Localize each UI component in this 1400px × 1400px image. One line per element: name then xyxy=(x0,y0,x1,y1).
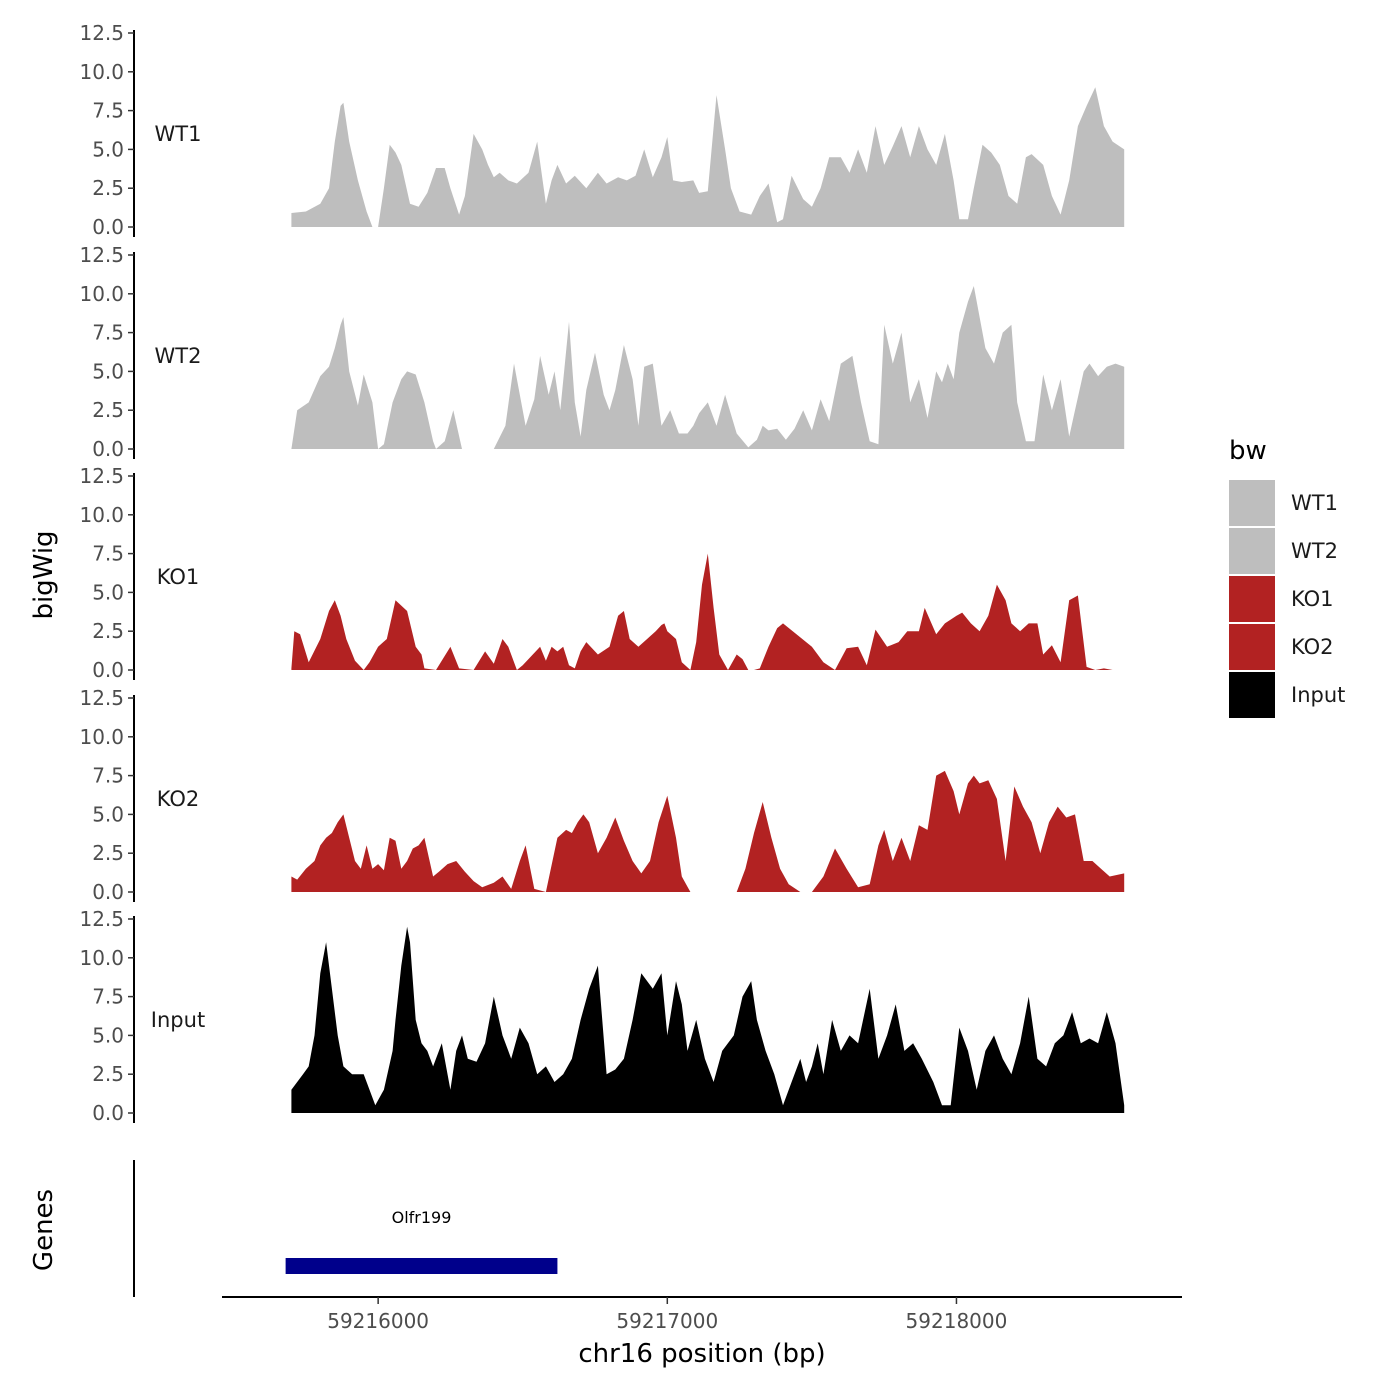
gene-bar xyxy=(285,1258,558,1274)
y-tick-label: 2.5 xyxy=(92,1062,124,1086)
x-axis: 59216000 59217000 59218000 chr16 position … xyxy=(222,1296,1182,1369)
y-tick-label: 0.0 xyxy=(92,1101,124,1125)
legend-label: KO1 xyxy=(1291,587,1334,611)
legend-title: bw xyxy=(1229,436,1267,466)
y-tick-label: 0.0 xyxy=(92,658,124,682)
legend-item-wt2: WT2 xyxy=(1229,528,1338,574)
legend-swatch xyxy=(1229,576,1275,622)
y-tick-label: 0.0 xyxy=(92,215,124,239)
area-ko2 xyxy=(291,770,1125,892)
y-tick-label: 7.5 xyxy=(92,985,124,1009)
legend-item-ko2: KO2 xyxy=(1229,624,1334,670)
y-tick-label: 10.0 xyxy=(79,946,124,970)
x-tick-label: 59217000 xyxy=(616,1309,718,1333)
y-tick-label: 12.5 xyxy=(79,21,124,45)
track-wt2: 0.0 2.5 5.0 7.5 10.0 12.5 WT2 xyxy=(79,243,1125,461)
track-label-wt2: WT2 xyxy=(155,344,202,368)
gene-track: Genes Olfr199 xyxy=(29,1160,558,1297)
track-label-wt1: WT1 xyxy=(155,122,202,146)
track-wt1: 0.0 2.5 5.0 7.5 10.0 12.5 WT1 xyxy=(79,21,1125,239)
legend-item-input: Input xyxy=(1229,672,1345,718)
y-tick-label: 7.5 xyxy=(92,542,124,566)
y-tick-label: 7.5 xyxy=(92,764,124,788)
legend-label: KO2 xyxy=(1291,635,1334,659)
y-tick-label: 5.0 xyxy=(92,1023,124,1047)
area-wt2 xyxy=(291,286,1125,449)
track-input: 0.0 2.5 5.0 7.5 10.0 12.5 Input xyxy=(79,907,1125,1125)
y-tick-label: 12.5 xyxy=(79,907,124,931)
legend-label: WT2 xyxy=(1291,539,1338,563)
x-ticks: 59216000 59217000 59218000 xyxy=(327,1297,1007,1333)
legend-swatch xyxy=(1229,672,1275,718)
y-tick-label: 5.0 xyxy=(92,802,124,826)
x-axis-title: chr16 position (bp) xyxy=(578,1339,825,1369)
y-tick-label: 10.0 xyxy=(79,282,124,306)
x-tick-label: 59216000 xyxy=(327,1309,429,1333)
track-ko2: 0.0 2.5 5.0 7.5 10.0 12.5 KO2 xyxy=(79,686,1125,904)
y-tick-label: 2.5 xyxy=(92,176,124,200)
area-ko1 xyxy=(291,553,1125,670)
bigwig-tracks: 0.0 2.5 5.0 7.5 10.0 12.5 WT1 0.0 2.5 5.0 7.5 10.0 1… xyxy=(79,21,1125,1125)
y-tick-label: 10.0 xyxy=(79,60,124,84)
legend-swatch xyxy=(1229,528,1275,574)
y-tick-label: 2.5 xyxy=(92,619,124,643)
y-tick-label: 10.0 xyxy=(79,725,124,749)
y-tick-label: 7.5 xyxy=(92,99,124,123)
gene-label: Olfr199 xyxy=(392,1208,452,1227)
track-label-ko2: KO2 xyxy=(157,787,200,811)
legend: bw WT1 WT2 KO1 KO2 Input xyxy=(1229,436,1345,718)
y-tick-label: 2.5 xyxy=(92,398,124,422)
y-tick-label: 10.0 xyxy=(79,503,124,527)
legend-label: WT1 xyxy=(1291,491,1338,515)
legend-item-wt1: WT1 xyxy=(1229,480,1338,526)
area-wt1 xyxy=(291,87,1125,227)
x-tick-label: 59218000 xyxy=(906,1309,1008,1333)
y-tick-label: 5.0 xyxy=(92,359,124,383)
track-label-ko1: KO1 xyxy=(157,565,200,589)
legend-item-ko1: KO1 xyxy=(1229,576,1334,622)
y-tick-label: 5.0 xyxy=(92,580,124,604)
legend-items: WT1 WT2 KO1 KO2 Input xyxy=(1229,480,1345,718)
y-tick-label: 12.5 xyxy=(79,686,124,710)
y-tick-label: 12.5 xyxy=(79,464,124,488)
y-tick-label: 0.0 xyxy=(92,880,124,904)
area-input xyxy=(291,926,1125,1113)
gene-track-label: Genes xyxy=(29,1189,59,1271)
track-label-input: Input xyxy=(151,1008,205,1032)
legend-swatch xyxy=(1229,624,1275,670)
y-axis-title: bigWig xyxy=(29,530,59,619)
genes: Olfr199 xyxy=(285,1208,558,1274)
legend-swatch xyxy=(1229,480,1275,526)
y-tick-label: 7.5 xyxy=(92,321,124,345)
y-tick-label: 0.0 xyxy=(92,437,124,461)
y-tick-label: 12.5 xyxy=(79,243,124,267)
y-tick-label: 5.0 xyxy=(92,137,124,161)
track-ko1: 0.0 2.5 5.0 7.5 10.0 12.5 KO1 xyxy=(79,464,1125,682)
gene-olfr199: Olfr199 xyxy=(285,1208,558,1274)
y-tick-label: 2.5 xyxy=(92,841,124,865)
legend-label: Input xyxy=(1291,683,1345,707)
